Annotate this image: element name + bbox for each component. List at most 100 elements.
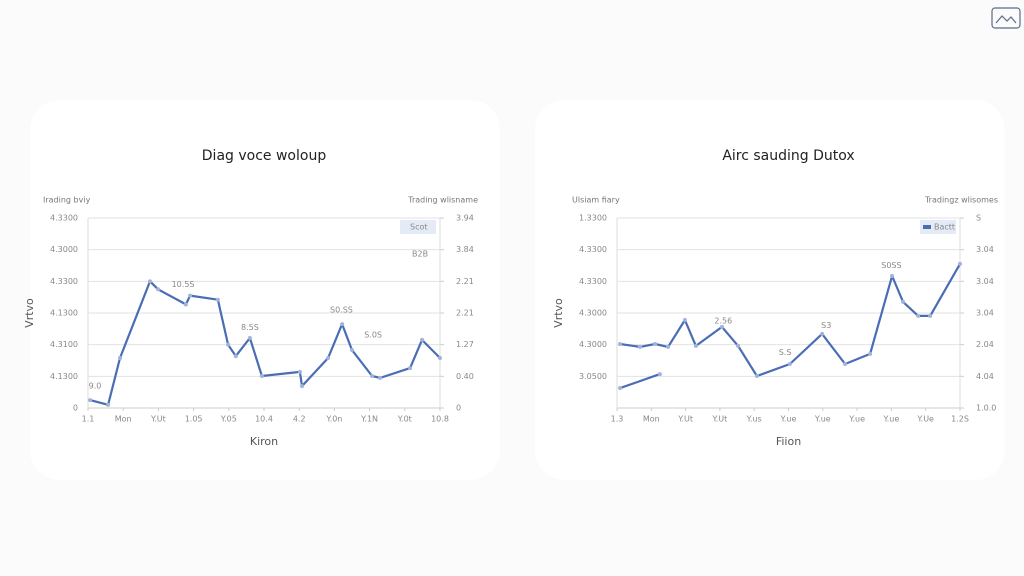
y2-tick-label: 0.40 xyxy=(456,372,474,381)
y-tick-label: 3.0500 xyxy=(579,372,607,381)
y2-tick-label: 3.04 xyxy=(976,245,994,254)
x-axis-label: Kiron xyxy=(250,435,278,448)
y2-caption: Trading wlisname xyxy=(407,196,478,205)
x-tick-label: Y.1N xyxy=(360,415,378,424)
annotation: S0.SS xyxy=(330,305,353,314)
point xyxy=(618,386,623,391)
point xyxy=(843,361,848,366)
x-tick-label: 1.05 xyxy=(185,415,203,424)
y-tick-label: 4.1300 xyxy=(50,309,78,318)
point xyxy=(259,374,264,379)
legend-label: Scot xyxy=(410,223,428,232)
point xyxy=(378,375,383,380)
x-tick-label: Y.Ut xyxy=(677,415,693,424)
y-tick-label: 4.3300 xyxy=(579,245,607,254)
point xyxy=(233,354,238,359)
point xyxy=(226,342,231,347)
point xyxy=(370,374,375,379)
point xyxy=(215,297,220,302)
annotation: S3 xyxy=(821,321,831,330)
annotation: S.S xyxy=(779,348,792,357)
annotation: 10.5S xyxy=(172,280,195,289)
y2-tick-label: S xyxy=(976,214,981,223)
y2-caption: Tradingz wlisomes xyxy=(924,196,998,205)
y-tick-label: 4.3000 xyxy=(579,340,607,349)
y2-tick-label: 0 xyxy=(456,404,461,413)
point xyxy=(868,351,873,356)
point xyxy=(928,313,933,318)
point xyxy=(637,344,642,349)
annotation: S.0S xyxy=(364,331,382,340)
point xyxy=(118,355,123,360)
y-tick-label: 1.3300 xyxy=(579,214,607,223)
legend-box xyxy=(400,220,436,234)
y2-tick-label: 3.04 xyxy=(976,309,994,318)
x-tick-label: Y.Ut xyxy=(711,415,727,424)
y-caption: Irading bviy xyxy=(43,196,91,205)
series-line xyxy=(619,263,961,390)
panel xyxy=(30,100,500,480)
point xyxy=(618,342,623,347)
point xyxy=(147,279,152,284)
legend-box xyxy=(920,220,956,234)
x-tick-label: Y.ue xyxy=(780,415,797,424)
point xyxy=(106,402,111,407)
point xyxy=(916,313,921,318)
y-tick-label: 4.3100 xyxy=(50,340,78,349)
point xyxy=(666,344,671,349)
x-tick-label: 10.4 xyxy=(255,415,273,424)
point xyxy=(890,273,895,278)
x-tick-label: Y.ue xyxy=(814,415,831,424)
legend-label: Bactt xyxy=(934,223,955,232)
point xyxy=(958,261,962,266)
y-tick-label: 4.3300 xyxy=(50,214,78,223)
x-axis-label: Fiion xyxy=(776,435,801,448)
point xyxy=(420,337,425,342)
y-tick-label: 4.3000 xyxy=(50,245,78,254)
x-tick-label: Y.ue xyxy=(882,415,899,424)
point xyxy=(820,331,825,336)
y2-tick-label: 3.94 xyxy=(456,214,474,223)
annotation: 8.5S xyxy=(241,323,259,332)
panel xyxy=(535,100,1005,480)
y-tick-label: 0 xyxy=(73,404,78,413)
annotation: S0SS xyxy=(881,261,901,270)
y2-tick-label: 1.27 xyxy=(456,340,474,349)
y2-tick-label: 2.04 xyxy=(976,340,994,349)
corner-icon[interactable] xyxy=(991,7,1021,29)
point xyxy=(297,369,302,374)
point xyxy=(408,366,413,371)
point xyxy=(183,302,188,307)
point xyxy=(682,317,687,322)
x-tick-label: Y.Ut xyxy=(150,415,166,424)
point xyxy=(693,343,698,348)
y2-tick-label: 2.21 xyxy=(456,277,474,286)
point xyxy=(88,398,93,403)
x-tick-label: 1.1 xyxy=(82,415,95,424)
point xyxy=(901,299,906,304)
point xyxy=(653,342,658,347)
legend-swatch xyxy=(923,225,931,229)
y-tick-label: 4.1300 xyxy=(50,372,78,381)
annotation: 9.0 xyxy=(89,381,102,390)
y2-tick-label: 4.04 xyxy=(976,372,994,381)
icon-glyph xyxy=(995,15,1017,24)
y2-tick-label: 1.0.0 xyxy=(976,404,996,413)
point xyxy=(657,372,662,377)
x-tick-label: Y.05 xyxy=(220,415,237,424)
point xyxy=(247,336,252,341)
legend-note: B2B xyxy=(412,250,428,259)
y-axis-label: Vrtvo xyxy=(552,298,565,328)
annotation: 2.56 xyxy=(714,316,732,325)
y-tick-label: 4.3300 xyxy=(579,277,607,286)
point xyxy=(438,355,442,360)
icon-frame xyxy=(991,7,1021,29)
point xyxy=(156,287,161,292)
point xyxy=(719,324,724,329)
point xyxy=(736,343,741,348)
x-tick-label: Mon xyxy=(643,415,660,424)
y-caption: Ulsiam fiary xyxy=(572,196,620,205)
point xyxy=(754,374,759,379)
y2-tick-label: 2.21 xyxy=(456,309,474,318)
